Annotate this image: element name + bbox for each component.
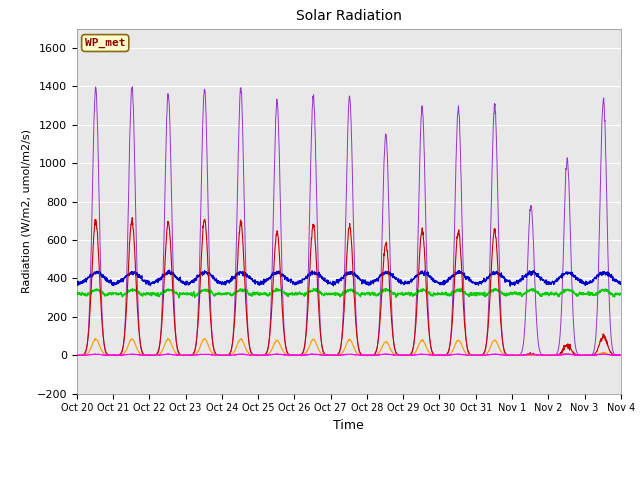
X-axis label: Time: Time — [333, 419, 364, 432]
Y-axis label: Radiation (W/m2, umol/m2/s): Radiation (W/m2, umol/m2/s) — [21, 129, 31, 293]
Text: WP_met: WP_met — [85, 38, 125, 48]
Title: Solar Radiation: Solar Radiation — [296, 10, 402, 24]
